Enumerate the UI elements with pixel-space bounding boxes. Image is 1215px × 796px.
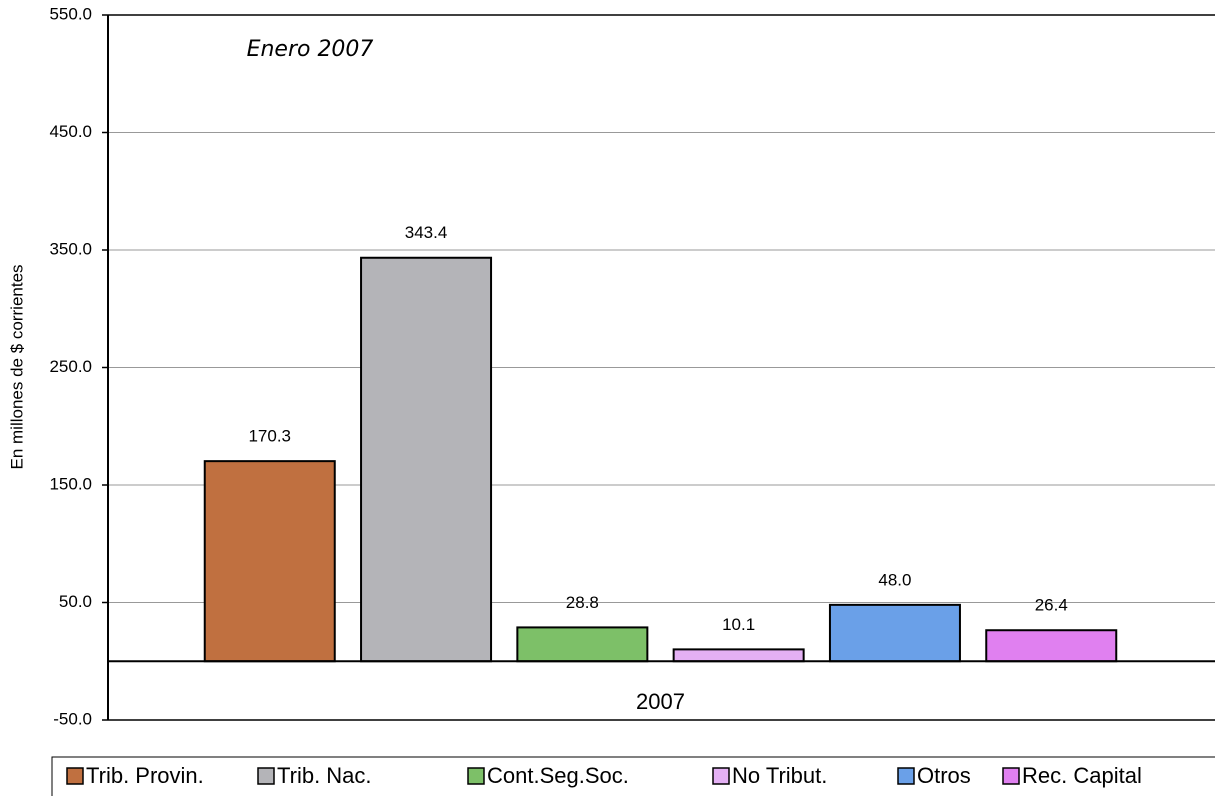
legend-label: Trib. Provin. xyxy=(86,763,204,788)
legend-label: Rec. Capital xyxy=(1022,763,1142,788)
legend-swatch xyxy=(897,767,915,785)
y-axis-label: En millones de $ corrientes xyxy=(7,264,26,469)
y-tick-label: -50.0 xyxy=(53,709,92,728)
legend-label: Cont.Seg.Soc. xyxy=(487,763,629,788)
bar xyxy=(828,603,961,663)
legend-swatch xyxy=(257,767,275,785)
y-tick-label: 50.0 xyxy=(59,592,92,611)
y-tick-label: 250.0 xyxy=(49,357,92,376)
y-tick-label: 150.0 xyxy=(49,474,92,493)
value-label: 28.8 xyxy=(566,593,599,612)
bar xyxy=(985,629,1118,663)
value-label: 343.4 xyxy=(405,223,448,242)
value-label: 26.4 xyxy=(1035,596,1068,615)
legend-swatch xyxy=(712,767,730,785)
bar xyxy=(360,256,493,663)
value-label: 48.0 xyxy=(878,570,911,589)
y-tick-label: 450.0 xyxy=(49,122,92,141)
legend-label: No Tribut. xyxy=(732,763,827,788)
value-label: 10.1 xyxy=(722,615,755,634)
bar xyxy=(516,626,649,663)
legend-swatch xyxy=(1002,767,1020,785)
legend-label: Otros xyxy=(917,763,971,788)
value-label: 170.3 xyxy=(248,427,291,446)
legend-swatch xyxy=(467,767,485,785)
bar xyxy=(203,460,336,663)
y-tick-label: 550.0 xyxy=(49,4,92,23)
annotation: Enero 2007 xyxy=(247,37,374,62)
x-tick-label: 2007 xyxy=(636,689,685,714)
legend-swatch xyxy=(66,767,84,785)
legend-label: Trib. Nac. xyxy=(277,763,372,788)
legend-box xyxy=(51,756,1215,796)
y-tick-label: 350.0 xyxy=(49,239,92,258)
bar xyxy=(672,648,805,663)
